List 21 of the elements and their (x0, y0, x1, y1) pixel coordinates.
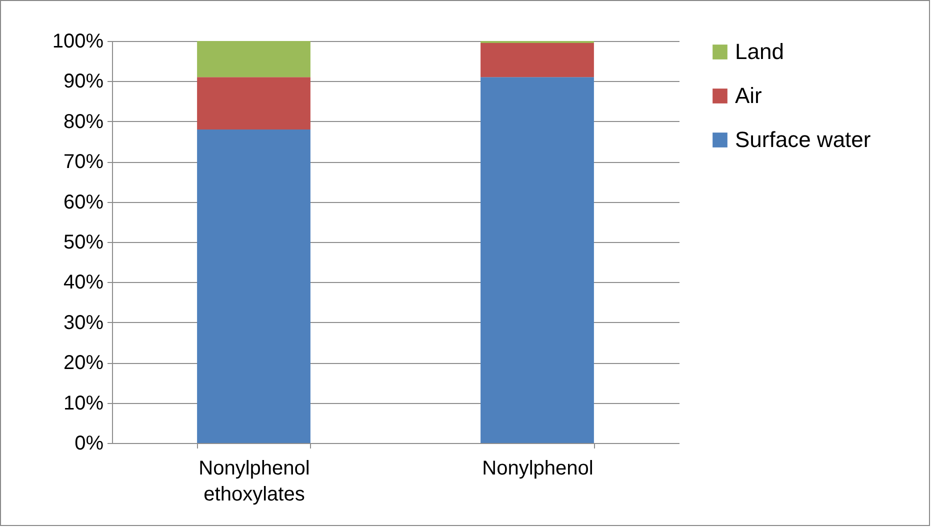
legend-label: Land (735, 39, 784, 64)
bar (197, 129, 310, 443)
bar (197, 77, 310, 130)
y-tick-label: 100% (52, 30, 104, 52)
y-tick-label: 80% (63, 110, 104, 133)
bar (480, 77, 594, 443)
y-tick-label: 90% (63, 70, 104, 93)
y-tick-label: 10% (63, 392, 104, 414)
y-tick-label: 70% (63, 151, 104, 174)
legend-label: Air (735, 83, 762, 108)
bar (197, 41, 310, 78)
x-tick-label: Nonylphenol (482, 458, 594, 480)
y-tick-label: 20% (63, 352, 104, 374)
x-tick-label: Nonylphenol ethoxylates (198, 458, 310, 506)
y-tick-label: 30% (63, 312, 104, 334)
bar (480, 43, 594, 78)
legend-label: Surface water (735, 127, 871, 152)
y-tick-label: 50% (63, 232, 104, 254)
y-tick-label: 40% (63, 272, 104, 294)
y-tick-label: 60% (63, 191, 104, 214)
y-tick-label: 0% (74, 432, 104, 454)
